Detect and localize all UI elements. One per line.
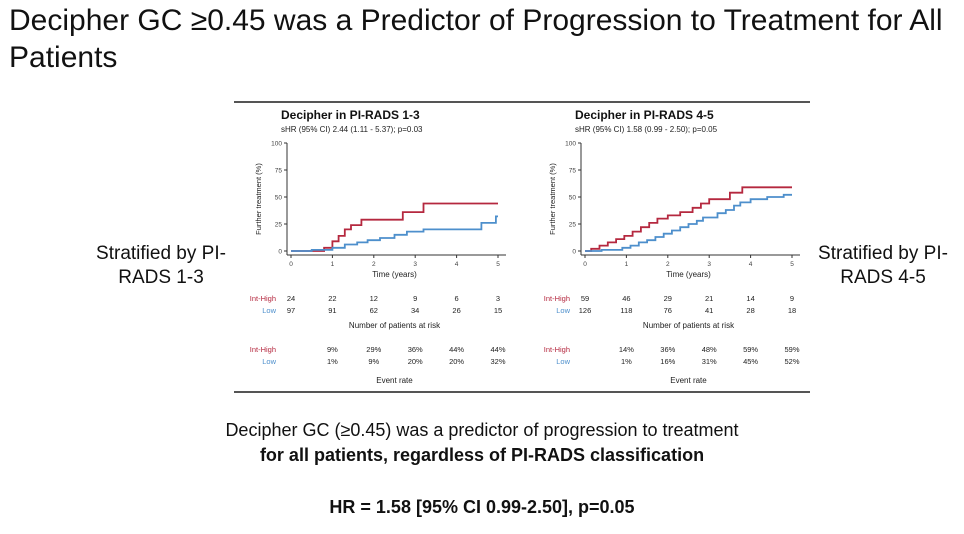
panel-2-risk-value: 9 (790, 294, 794, 303)
panel-1-event-value: 1% (327, 357, 338, 366)
panel-1-risk-value: 9 (413, 294, 417, 303)
panel-1-risk-value: 3 (496, 294, 500, 303)
panel-1-risk-value: 34 (411, 306, 419, 315)
panel-2-risk-table-label: Number of patients at risk (643, 321, 735, 330)
hazard-ratio-text: HR = 1.58 [95% CI 0.99-2.50], p=0.05 (329, 497, 635, 517)
panel-2-risk-value: 46 (622, 294, 630, 303)
panel-2-event-table-label: Event rate (670, 376, 707, 385)
panel-2-x-tick-label: 2 (666, 261, 670, 268)
panel-1-event-value: 20% (408, 357, 423, 366)
slide-title: Decipher GC ≥0.45 was a Predictor of Pro… (9, 4, 943, 74)
panel-2-risk-row-name: Low (556, 306, 570, 315)
panel-2-event-value: 59% (743, 345, 758, 354)
panel-2-event-value: 36% (660, 345, 675, 354)
panel-1-risk-value: 15 (494, 306, 502, 315)
panel-2-event-value: 52% (784, 357, 799, 366)
panel-2-risk-row-name: Int-High (544, 294, 570, 303)
panel-2-x-tick-label: 0 (583, 261, 587, 268)
panel-1-x-axis-label: Time (years) (372, 270, 417, 279)
panel-1-risk-value: 62 (370, 306, 378, 315)
panel-1-chart-subtitle: sHR (95% CI) 2.44 (1.11 - 5.37); p=0.03 (281, 125, 423, 134)
panel-2-series-int-high-line (585, 186, 792, 252)
panel-2-event-row-name: Low (556, 357, 570, 366)
panel-2-x-tick-label: 1 (625, 261, 629, 268)
panel-1-event-value: 20% (449, 357, 464, 366)
panel-2-risk-value: 14 (746, 294, 754, 303)
panel-2-chart-title: Decipher in PI-RADS 4-5 (575, 108, 714, 122)
panel-1-risk-value: 12 (370, 294, 378, 303)
panel-1-event-row-name: Low (262, 357, 276, 366)
panel-1-event-value: 9% (327, 345, 338, 354)
panel-1-event-value: 9% (368, 357, 379, 366)
panel-2-event-value: 59% (784, 345, 799, 354)
panel-2-x-axis-label: Time (years) (666, 270, 711, 279)
panel-1-x-tick-label: 4 (455, 261, 459, 268)
panel-1-y-tick-label: 25 (275, 222, 283, 229)
panel-1-x-tick-label: 0 (289, 261, 293, 268)
panel-1-event-value: 36% (408, 345, 423, 354)
panel-1-risk-value: 97 (287, 306, 295, 315)
panel-1-event-row-name: Int-High (250, 345, 276, 354)
km-figure: Decipher in PI-RADS 1-3 sHR (95% CI) 2.44… (234, 101, 810, 393)
panel-2-event-value: 1% (621, 357, 632, 366)
panel-2-risk-value: 28 (746, 306, 754, 315)
panel-2-event-value: 16% (660, 357, 675, 366)
panel-1-event-value: 32% (490, 357, 505, 366)
panel-2-y-axis-label: Further treatment (%) (548, 163, 557, 235)
panel-2-event-value: 45% (743, 357, 758, 366)
caption-line-2: for all patients, regardless of PI-RADS … (259, 445, 705, 465)
stratified-label-right: Stratified by PI-RADS 4-5 (818, 243, 948, 288)
panel-1-x-tick-label: 5 (496, 261, 500, 268)
panel-1-event-value: 44% (490, 345, 505, 354)
panel-1-event-value: 44% (449, 345, 464, 354)
panel-2-risk-value: 118 (620, 306, 632, 315)
panel-2-event-value: 48% (702, 345, 717, 354)
panel-1-y-tick-label: 75 (275, 168, 283, 175)
panel-1-x-tick-label: 1 (331, 261, 335, 268)
panel-2-y-tick-label: 50 (569, 195, 577, 202)
panel-2-y-tick-label: 100 (565, 141, 576, 148)
panel-1-y-axis-label: Further treatment (%) (254, 163, 263, 235)
panel-2-risk-value: 29 (664, 294, 672, 303)
panel-2-series-low-line (585, 193, 792, 252)
panel-2-y-tick-label: 0 (572, 249, 576, 256)
panel-2-y-tick-label: 75 (569, 168, 577, 175)
panel-2-x-tick-label: 5 (790, 261, 794, 268)
panel-1-risk-row-name: Int-High (250, 294, 276, 303)
panel-2-y-tick-label: 25 (569, 222, 577, 229)
panel-2-event-row-name: Int-High (544, 345, 570, 354)
panel-1-chart-title: Decipher in PI-RADS 1-3 (281, 108, 420, 122)
panel-2-risk-value: 76 (664, 306, 672, 315)
panel-1-x-tick-label: 2 (372, 261, 376, 268)
panel-1-risk-value: 91 (328, 306, 336, 315)
panel-2-x-tick-label: 3 (707, 261, 711, 268)
panel-1-y-tick-label: 100 (271, 141, 282, 148)
panel-1-risk-value: 6 (455, 294, 459, 303)
panel-1-risk-value: 22 (328, 294, 336, 303)
panel-2-chart-subtitle: sHR (95% CI) 1.58 (0.99 - 2.50); p=0.05 (575, 125, 718, 134)
panel-2-risk-value: 59 (581, 294, 589, 303)
panel-1-event-table-label: Event rate (376, 376, 413, 385)
panel-1-y-tick-label: 50 (275, 195, 283, 202)
panel-2-risk-value: 41 (705, 306, 713, 315)
panel-1-x-tick-label: 3 (413, 261, 417, 268)
panel-1-event-value: 29% (366, 345, 381, 354)
panel-1-risk-value: 26 (452, 306, 460, 315)
panel-2-risk-value: 18 (788, 306, 796, 315)
caption-line-1: Decipher GC (≥0.45) was a predictor of p… (225, 420, 739, 440)
panel-2-risk-value: 21 (705, 294, 713, 303)
stratified-label-left: Stratified by PI-RADS 1-3 (96, 243, 226, 288)
panel-2-event-value: 14% (619, 345, 634, 354)
panel-2-x-tick-label: 4 (749, 261, 753, 268)
km-figure-svg: Decipher in PI-RADS 1-3 sHR (95% CI) 2.44… (250, 108, 800, 385)
panel-1-risk-table-label: Number of patients at risk (349, 321, 441, 330)
panel-1-risk-value: 24 (287, 294, 295, 303)
panel-1-y-tick-label: 0 (278, 249, 282, 256)
panel-1-series-low-line (291, 215, 498, 252)
panel-1-risk-row-name: Low (262, 306, 276, 315)
panel-1-series-int-high-line (291, 202, 498, 252)
panel-2-event-value: 31% (702, 357, 717, 366)
panel-2-risk-value: 126 (579, 306, 592, 315)
